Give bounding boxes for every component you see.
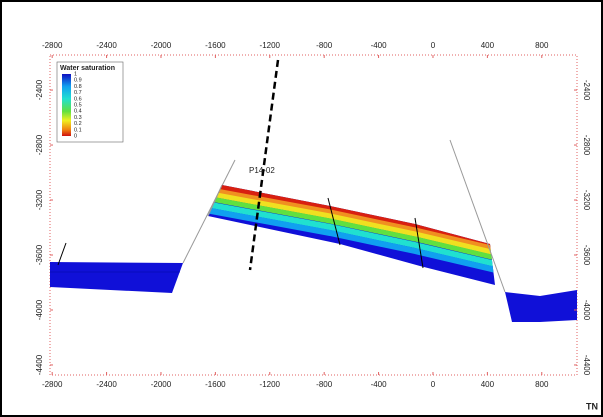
y-tick-label: -2400 bbox=[35, 79, 44, 100]
color-bar bbox=[62, 74, 71, 136]
well-label: P14-02 bbox=[249, 166, 275, 175]
x-tick-label: 0 bbox=[431, 41, 436, 50]
legend-label: 0.5 bbox=[74, 102, 82, 108]
x-tick-label: 400 bbox=[481, 380, 495, 389]
x-tick-label: -2000 bbox=[151, 41, 172, 50]
y-tick-label: -2800 bbox=[35, 134, 44, 155]
x-tick-label: 400 bbox=[481, 41, 495, 50]
x-tick-label: -2800 bbox=[42, 41, 63, 50]
y-tick-label: -4000 bbox=[35, 299, 44, 320]
x-tick-label: 800 bbox=[535, 41, 549, 50]
corner-label: TN bbox=[586, 401, 598, 411]
legend-label: 0.8 bbox=[74, 84, 82, 90]
legend-label: 0.4 bbox=[74, 109, 82, 115]
section-view: P14-02 Water saturation TN -2800 -2800 -24… bbox=[0, 0, 603, 417]
x-tick-label: 800 bbox=[535, 380, 549, 389]
y-tick-label: -3600 bbox=[35, 244, 44, 265]
y-tick-label: -3200 bbox=[582, 190, 591, 211]
legend-label: 0.3 bbox=[74, 115, 82, 121]
y-tick-label: -2400 bbox=[582, 80, 591, 101]
x-tick-label: -400 bbox=[371, 41, 388, 50]
y-tick-label: -3600 bbox=[582, 245, 591, 266]
x-tick-label: -2400 bbox=[96, 41, 117, 50]
x-tick-label: 0 bbox=[431, 380, 436, 389]
x-tick-label: -1200 bbox=[260, 380, 281, 389]
x-tick-label: -800 bbox=[316, 41, 333, 50]
y-tick-label: -4400 bbox=[582, 355, 591, 376]
x-tick-label: -2400 bbox=[96, 380, 117, 389]
x-tick-label: -1600 bbox=[205, 380, 226, 389]
legend-label: 0.6 bbox=[74, 96, 82, 102]
legend-label: 0.9 bbox=[74, 78, 82, 84]
page: P14-02 Water saturation TN -2800 -2800 -24… bbox=[0, 0, 603, 417]
y-tick-label: -2800 bbox=[582, 135, 591, 156]
x-tick-label: -1600 bbox=[205, 41, 226, 50]
x-tick-label: -2000 bbox=[151, 380, 172, 389]
x-tick-label: -1200 bbox=[260, 41, 281, 50]
x-tick-label: -400 bbox=[371, 380, 388, 389]
x-tick-label: -2800 bbox=[42, 380, 63, 389]
legend-label: 1 bbox=[74, 71, 77, 77]
legend-title: Water saturation bbox=[60, 65, 115, 72]
legend-label: 0.7 bbox=[74, 90, 82, 96]
y-tick-label: -4400 bbox=[35, 354, 44, 375]
legend-label: 0 bbox=[74, 133, 77, 139]
y-tick-label: -4000 bbox=[582, 300, 591, 321]
x-tick-label: -800 bbox=[316, 380, 333, 389]
legend-label: 0.1 bbox=[74, 127, 82, 133]
legend-label: 0.2 bbox=[74, 121, 82, 127]
y-tick-label: -3200 bbox=[35, 189, 44, 210]
